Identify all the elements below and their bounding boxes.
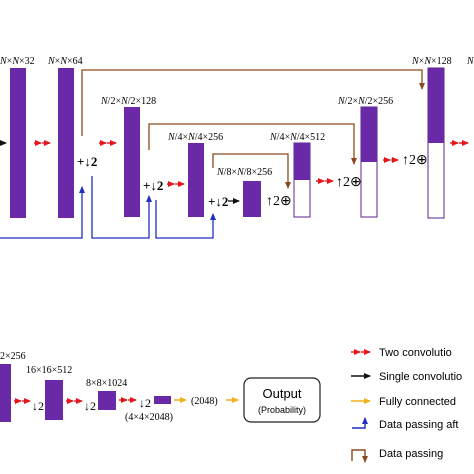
label-n2-128: N/2×N/2×128 <box>100 96 156 107</box>
data-passing-after-1 <box>0 186 85 239</box>
label-n-32: N×N×32 <box>0 56 35 67</box>
legend: Two convolutio Single convolutio Fully c… <box>351 347 462 463</box>
output-box: Output (Probability) <box>243 377 321 423</box>
decoder-block-1-fill <box>294 143 310 180</box>
legend-fully-connected: Fully connected <box>379 396 456 408</box>
classifier-block-1 <box>0 364 11 422</box>
label-right-n: N <box>466 56 474 67</box>
bottleneck-block <box>243 181 261 217</box>
classifier-block-4 <box>154 396 171 404</box>
classifier-block-2 <box>45 380 63 420</box>
decoder-block-3-fill <box>428 68 444 143</box>
plus-downsample-3: +↓2 <box>208 194 228 209</box>
encoder-block-1 <box>10 68 26 218</box>
encoder-block-3 <box>124 107 140 217</box>
legend-single-convolution: Single convolutio <box>379 371 462 383</box>
label-n4-512: N/4×N/4×512 <box>269 132 325 143</box>
data-passing-after-3 <box>155 200 216 239</box>
decoder-block-2-fill <box>361 107 377 162</box>
label-16x16x512: 16×16×512 <box>26 365 72 376</box>
legend-data-passing: Data passing <box>379 448 443 460</box>
skip-connection-2 <box>148 123 357 165</box>
skip-connection-3 <box>212 153 291 189</box>
label-n4-256: N/4×N/4×256 <box>167 132 223 143</box>
downsample-1: ↓2 <box>32 399 44 413</box>
label-8x8x1024: 8×8×1024 <box>86 378 127 389</box>
plus-downsample-2: +↓2 <box>143 178 163 193</box>
label-2x256: 2×256 <box>0 351 26 362</box>
label-2048: (2048) <box>191 396 218 407</box>
output-title: Output <box>262 386 301 401</box>
label-nn-128: N×N×128 <box>411 56 452 67</box>
upsample-concat-3: ↑2⊕ <box>402 153 428 168</box>
brown-corner-arrow-icon <box>351 449 368 463</box>
plus-downsample-1: +↓2 <box>77 154 97 169</box>
label-n2-256: N/2×N/2×256 <box>337 96 393 107</box>
data-passing-after-2 <box>91 176 152 239</box>
skip-connection-1 <box>81 69 425 136</box>
label-n-64: N×N×64 <box>47 56 83 67</box>
upsample-concat-1: ↑2⊕ <box>266 194 292 209</box>
label-4x4x2048: (4×4×2048) <box>125 412 173 423</box>
encoder-block-2 <box>58 68 74 218</box>
legend-two-convolution: Two convolutio <box>379 347 452 359</box>
legend-data-passing-after: Data passing aft <box>379 419 459 431</box>
output-subtitle: (Probability) <box>258 405 306 415</box>
blue-corner-arrow-icon <box>352 417 368 429</box>
encoder-block-4 <box>188 143 204 217</box>
downsample-3: ↓2 <box>139 396 151 410</box>
classifier-block-3 <box>98 391 116 410</box>
downsample-2: ↓2 <box>84 399 96 413</box>
upsample-concat-2: ↑2⊕ <box>336 175 362 190</box>
label-n8-256: N/8×N/8×256 <box>216 167 272 178</box>
